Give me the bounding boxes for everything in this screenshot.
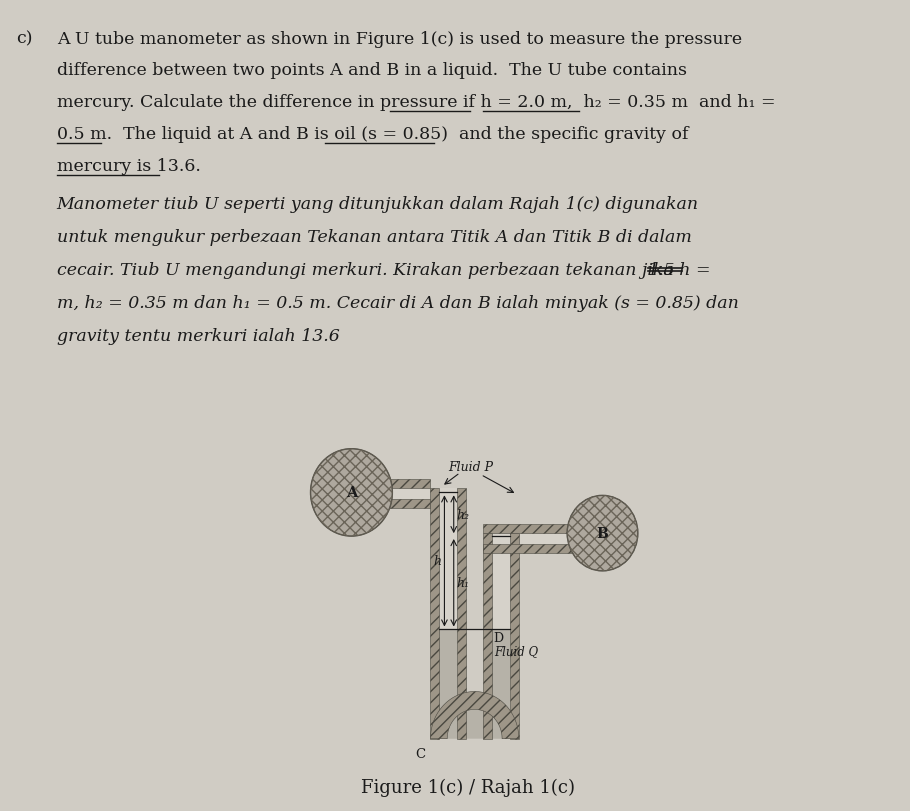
Bar (430, 489, 439, 739)
Text: Fluid P: Fluid P (448, 461, 493, 474)
Text: h: h (434, 555, 441, 568)
Bar (382, 489, 430, 500)
Bar (483, 534, 491, 739)
Text: Manometer tiub U seperti yang ditunjukkan dalam Rajah 1(c) digunakan: Manometer tiub U seperti yang ditunjukka… (56, 196, 699, 213)
Text: A U tube manometer as shown in Figure 1(c) is used to measure the pressure: A U tube manometer as shown in Figure 1(… (56, 31, 742, 48)
Bar (483, 534, 578, 544)
Bar (491, 534, 511, 739)
Bar (491, 629, 511, 739)
Text: m, h₂ = 0.35 m dan h₁ = 0.5 m. Cecair di A dan B ialah minyak (s = 0.85) dan: m, h₂ = 0.35 m dan h₁ = 0.5 m. Cecair di… (56, 294, 739, 311)
Bar (458, 489, 466, 739)
Text: Fluid Q: Fluid Q (495, 645, 539, 658)
Text: h₂: h₂ (457, 508, 470, 521)
Bar (439, 629, 458, 739)
Circle shape (310, 449, 392, 536)
Circle shape (567, 496, 638, 571)
Polygon shape (447, 710, 502, 739)
Text: Figure 1(c) / Rajah 1(c): Figure 1(c) / Rajah 1(c) (360, 778, 575, 796)
Polygon shape (447, 710, 502, 739)
Bar (382, 500, 430, 508)
Bar (483, 544, 578, 553)
Bar (483, 525, 578, 534)
Text: D: D (494, 632, 504, 645)
Text: 1.5: 1.5 (648, 262, 675, 279)
Text: untuk mengukur perbezaan Tekanan antara Titik A dan Titik B di dalam: untuk mengukur perbezaan Tekanan antara … (56, 229, 692, 246)
Text: 0.5 m.  The liquid at A and B is oil (s = 0.85)  and the specific gravity of: 0.5 m. The liquid at A and B is oil (s =… (56, 126, 688, 143)
Bar (439, 489, 458, 739)
Text: difference between two points A and B in a liquid.  The U tube contains: difference between two points A and B in… (56, 62, 687, 79)
Bar (511, 534, 519, 739)
Text: cecair. Tiub U mengandungi merkuri. Kirakan perbezaan tekanan jika h =: cecair. Tiub U mengandungi merkuri. Kira… (56, 262, 710, 279)
Text: B: B (597, 526, 609, 540)
Text: mercury is 13.6.: mercury is 13.6. (56, 157, 200, 174)
Polygon shape (430, 692, 519, 739)
Text: c): c) (15, 31, 32, 48)
Text: gravity tentu merkuri ialah 13.6: gravity tentu merkuri ialah 13.6 (56, 327, 339, 344)
Text: h₁: h₁ (457, 577, 470, 590)
Text: A: A (346, 486, 357, 500)
Text: C: C (416, 747, 426, 760)
Bar (382, 480, 430, 489)
Text: mercury. Calculate the difference in pressure if h = 2.0 m,  h₂ = 0.35 m  and h₁: mercury. Calculate the difference in pre… (56, 94, 775, 111)
